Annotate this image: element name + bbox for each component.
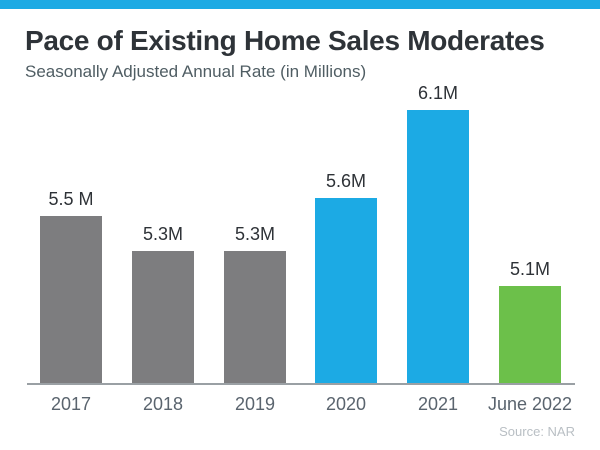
x-axis-tick-label-2021: 2021 — [417, 394, 459, 414]
source-attribution: Source: NAR — [499, 424, 575, 439]
bar-2017 — [40, 216, 102, 383]
x-axis-tick-label-june-2022: June 2022 — [487, 394, 573, 414]
bar-value-label-2017: 5.5 M — [48, 189, 94, 209]
bar-value-label-june-2022: 5.1M — [509, 259, 551, 279]
x-axis-line — [27, 383, 575, 385]
bar-2021 — [407, 110, 469, 383]
bar-2019 — [224, 251, 286, 383]
chart-title: Pace of Existing Home Sales Moderates — [25, 25, 545, 56]
bar-value-label-2021: 6.1M — [417, 83, 459, 103]
bar-value-label-2019: 5.3M — [234, 224, 276, 244]
x-axis-tick-label-2017: 2017 — [50, 394, 92, 414]
chart-subtitle: Seasonally Adjusted Annual Rate (in Mill… — [25, 62, 367, 81]
bar-value-label-2018: 5.3M — [142, 224, 184, 244]
bar-2018 — [132, 251, 194, 383]
accent-top-bar — [0, 0, 600, 9]
x-axis-tick-label-2020: 2020 — [325, 394, 367, 414]
bar-2020 — [315, 198, 377, 383]
x-axis-tick-label-2019: 2019 — [234, 394, 276, 414]
bar-value-label-2020: 5.6M — [325, 171, 367, 191]
bar-june-2022 — [499, 286, 561, 383]
x-axis-tick-label-2018: 2018 — [142, 394, 184, 414]
